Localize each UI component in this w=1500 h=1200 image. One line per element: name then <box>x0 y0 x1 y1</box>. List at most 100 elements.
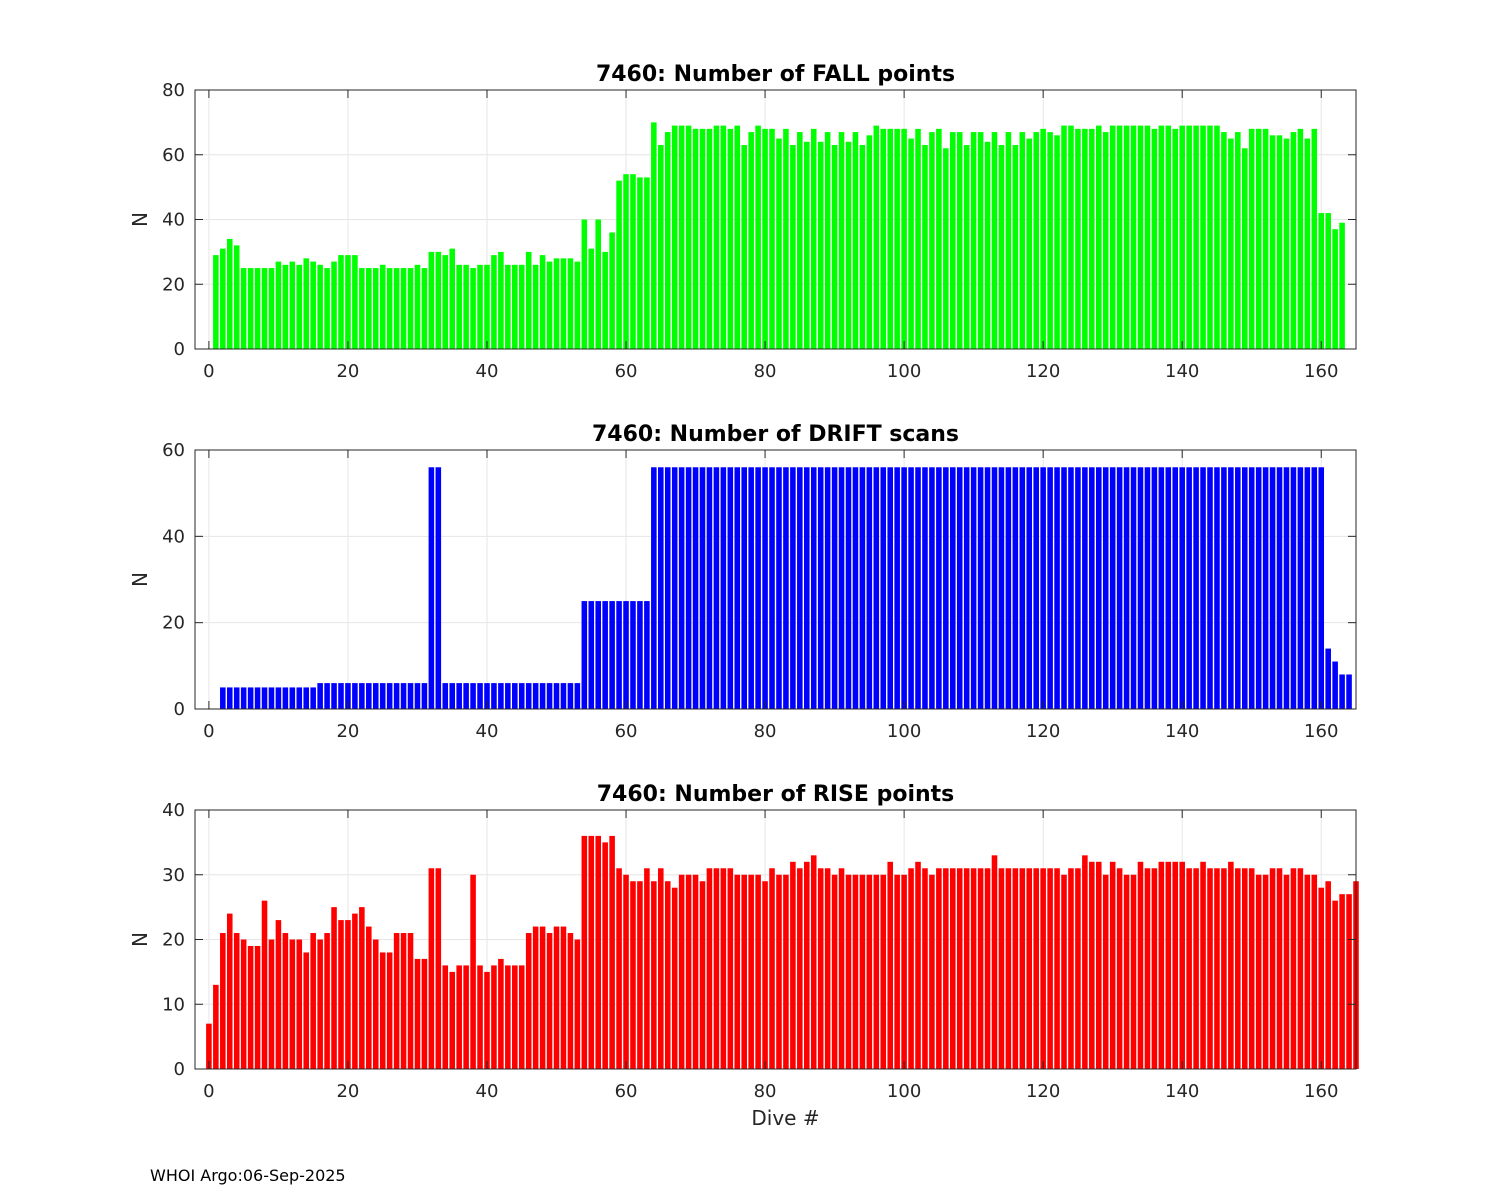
bar <box>532 264 539 349</box>
bar <box>359 683 365 709</box>
y-tick-label: 40 <box>162 210 185 231</box>
bar <box>838 467 845 709</box>
bar <box>1255 874 1262 1069</box>
bar <box>790 467 796 709</box>
bar <box>950 868 956 1069</box>
bar <box>873 874 880 1069</box>
bar <box>783 874 789 1069</box>
bar <box>866 135 873 349</box>
bar <box>790 145 796 349</box>
bar <box>1040 128 1046 349</box>
bar <box>484 683 490 709</box>
bar <box>1089 861 1095 1069</box>
bar <box>713 467 720 709</box>
bar <box>1102 467 1109 709</box>
bar <box>838 132 845 349</box>
bar <box>943 148 949 349</box>
bar <box>783 128 789 349</box>
bar <box>963 467 970 709</box>
bar <box>317 264 323 349</box>
bar <box>1283 467 1290 709</box>
bar <box>1054 868 1060 1069</box>
bar <box>1054 467 1060 709</box>
bar <box>991 467 998 709</box>
bar <box>644 868 650 1069</box>
bar <box>929 467 935 709</box>
bar <box>268 268 275 349</box>
bar <box>1318 467 1325 709</box>
bar <box>671 887 678 1069</box>
bar <box>338 683 344 709</box>
bar-series <box>220 467 1352 709</box>
bar <box>414 683 421 709</box>
bar <box>1346 674 1352 709</box>
bar <box>442 965 449 1069</box>
bar <box>359 907 365 1070</box>
bar <box>1158 125 1165 349</box>
bar <box>887 128 893 349</box>
bar <box>1304 467 1311 709</box>
bar <box>1144 868 1151 1069</box>
bar <box>233 687 240 709</box>
bar <box>776 874 782 1069</box>
x-tick-label: 0 <box>203 721 214 742</box>
bar <box>1165 467 1172 709</box>
bar <box>1012 145 1019 349</box>
y-tick-label: 10 <box>162 994 185 1015</box>
bar <box>609 601 615 709</box>
bar <box>220 687 226 709</box>
bar <box>706 128 713 349</box>
bar <box>1012 467 1019 709</box>
bar <box>1269 868 1276 1069</box>
bar <box>1207 868 1213 1069</box>
bar <box>1290 467 1297 709</box>
bar <box>755 874 761 1069</box>
bar <box>1200 467 1206 709</box>
bar <box>1283 138 1290 349</box>
bar <box>491 255 497 349</box>
y-tick-label: 40 <box>162 800 185 821</box>
bar <box>741 467 747 709</box>
bar <box>1144 467 1151 709</box>
bar <box>1332 229 1338 349</box>
bar <box>1172 861 1179 1069</box>
bar <box>1297 868 1304 1069</box>
bar <box>484 264 490 349</box>
bar <box>1033 467 1039 709</box>
bar <box>1221 132 1227 349</box>
bar <box>706 868 713 1069</box>
bar <box>345 255 351 349</box>
bar <box>1262 874 1269 1069</box>
bar <box>345 920 351 1069</box>
bar <box>233 933 240 1069</box>
bar <box>1012 868 1019 1069</box>
bar <box>331 683 337 709</box>
bar <box>671 125 678 349</box>
bar <box>1151 467 1158 709</box>
bar <box>1165 861 1172 1069</box>
bar <box>984 868 991 1069</box>
bar <box>254 945 261 1069</box>
bar <box>442 683 449 709</box>
bar <box>352 913 358 1069</box>
bar <box>866 874 873 1069</box>
bar <box>1095 125 1102 349</box>
bar <box>1311 874 1318 1069</box>
bar <box>442 255 449 349</box>
bar <box>1262 467 1269 709</box>
bar <box>852 467 859 709</box>
bar <box>240 687 247 709</box>
bar <box>915 467 921 709</box>
bar <box>943 467 949 709</box>
bar <box>769 467 775 709</box>
x-tick-label: 0 <box>203 1081 214 1102</box>
bar <box>588 601 595 709</box>
bar <box>470 683 476 709</box>
bar <box>289 261 296 349</box>
bar-series <box>213 122 1345 350</box>
bar <box>407 683 414 709</box>
bar <box>685 874 692 1069</box>
bar <box>1193 467 1199 709</box>
x-tick-label: 60 <box>615 721 638 742</box>
